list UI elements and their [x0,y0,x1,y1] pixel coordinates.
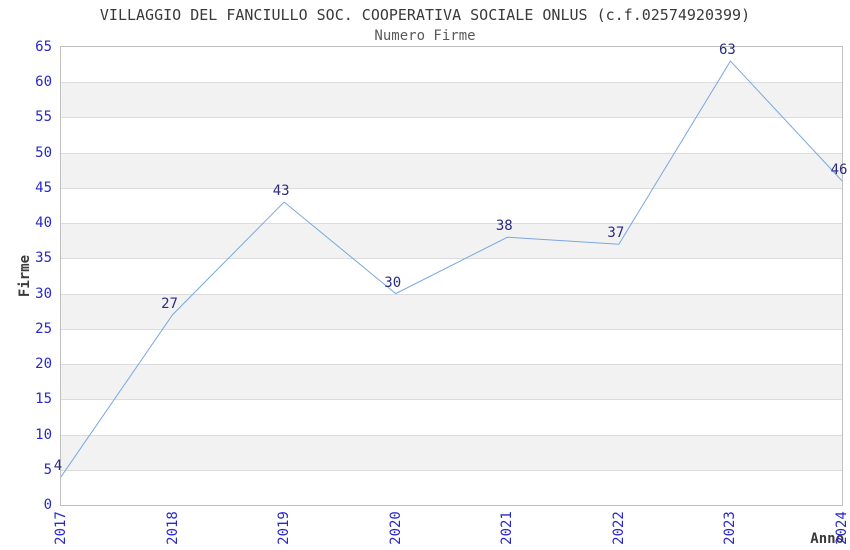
gridline [61,469,842,471]
x-tick-label: 2020 [387,511,404,545]
x-tick-label: 2021 [499,511,516,545]
grid-band [61,434,842,470]
x-tick-label: 2019 [276,511,293,545]
data-point-label: 27 [161,295,178,312]
gridline [61,258,842,260]
x-axis-label: Anno [810,531,844,547]
y-tick-label: 30 [35,285,52,302]
data-point-label: 30 [384,274,402,291]
plot-area [60,46,843,506]
y-tick-label: 35 [35,250,52,267]
x-tick-label: 2024 [834,511,850,545]
grid-band [61,152,842,188]
gridline [61,293,842,295]
y-tick-label: 25 [35,320,52,337]
x-tick-label: 2023 [722,511,739,545]
y-tick-label: 55 [35,109,52,126]
y-tick-label: 20 [35,356,52,373]
y-tick-label: 60 [35,74,52,91]
x-tick-label: 2017 [53,511,69,545]
gridline [61,152,842,154]
y-tick-label: 0 [43,497,52,513]
y-tick-label: 5 [43,461,52,478]
data-point-label: 63 [718,42,736,59]
grid-band [61,82,842,118]
gridline [61,364,842,366]
gridline [61,223,842,225]
gridline [61,328,842,330]
y-tick-label: 15 [35,391,52,408]
gridline [61,399,842,401]
y-tick-label: 45 [35,179,52,196]
chart-title: VILLAGGIO DEL FANCIULLO SOC. COOPERATIVA… [99,6,751,24]
y-tick-label: 65 [35,39,52,55]
y-tick-label: 40 [35,215,52,232]
grid-band [61,223,842,259]
grid-band [61,293,842,329]
data-line [60,60,843,478]
x-tick-label: 2018 [164,511,181,545]
gridline [61,434,842,436]
y-tick-label: 10 [35,426,52,443]
data-point-label: 43 [272,183,290,199]
data-point-label: 4 [53,457,63,474]
data-point-label: 46 [830,161,848,178]
data-point-label: 38 [495,218,513,235]
gridline [61,187,842,189]
gridline [61,82,842,84]
chart-subtitle: Numero Firme [374,28,476,44]
y-tick-label: 50 [35,144,52,161]
data-point-label: 37 [607,225,625,242]
grid-band [61,364,842,400]
gridline [61,117,842,119]
x-tick-label: 2022 [610,511,627,545]
data-line-svg [60,60,843,478]
